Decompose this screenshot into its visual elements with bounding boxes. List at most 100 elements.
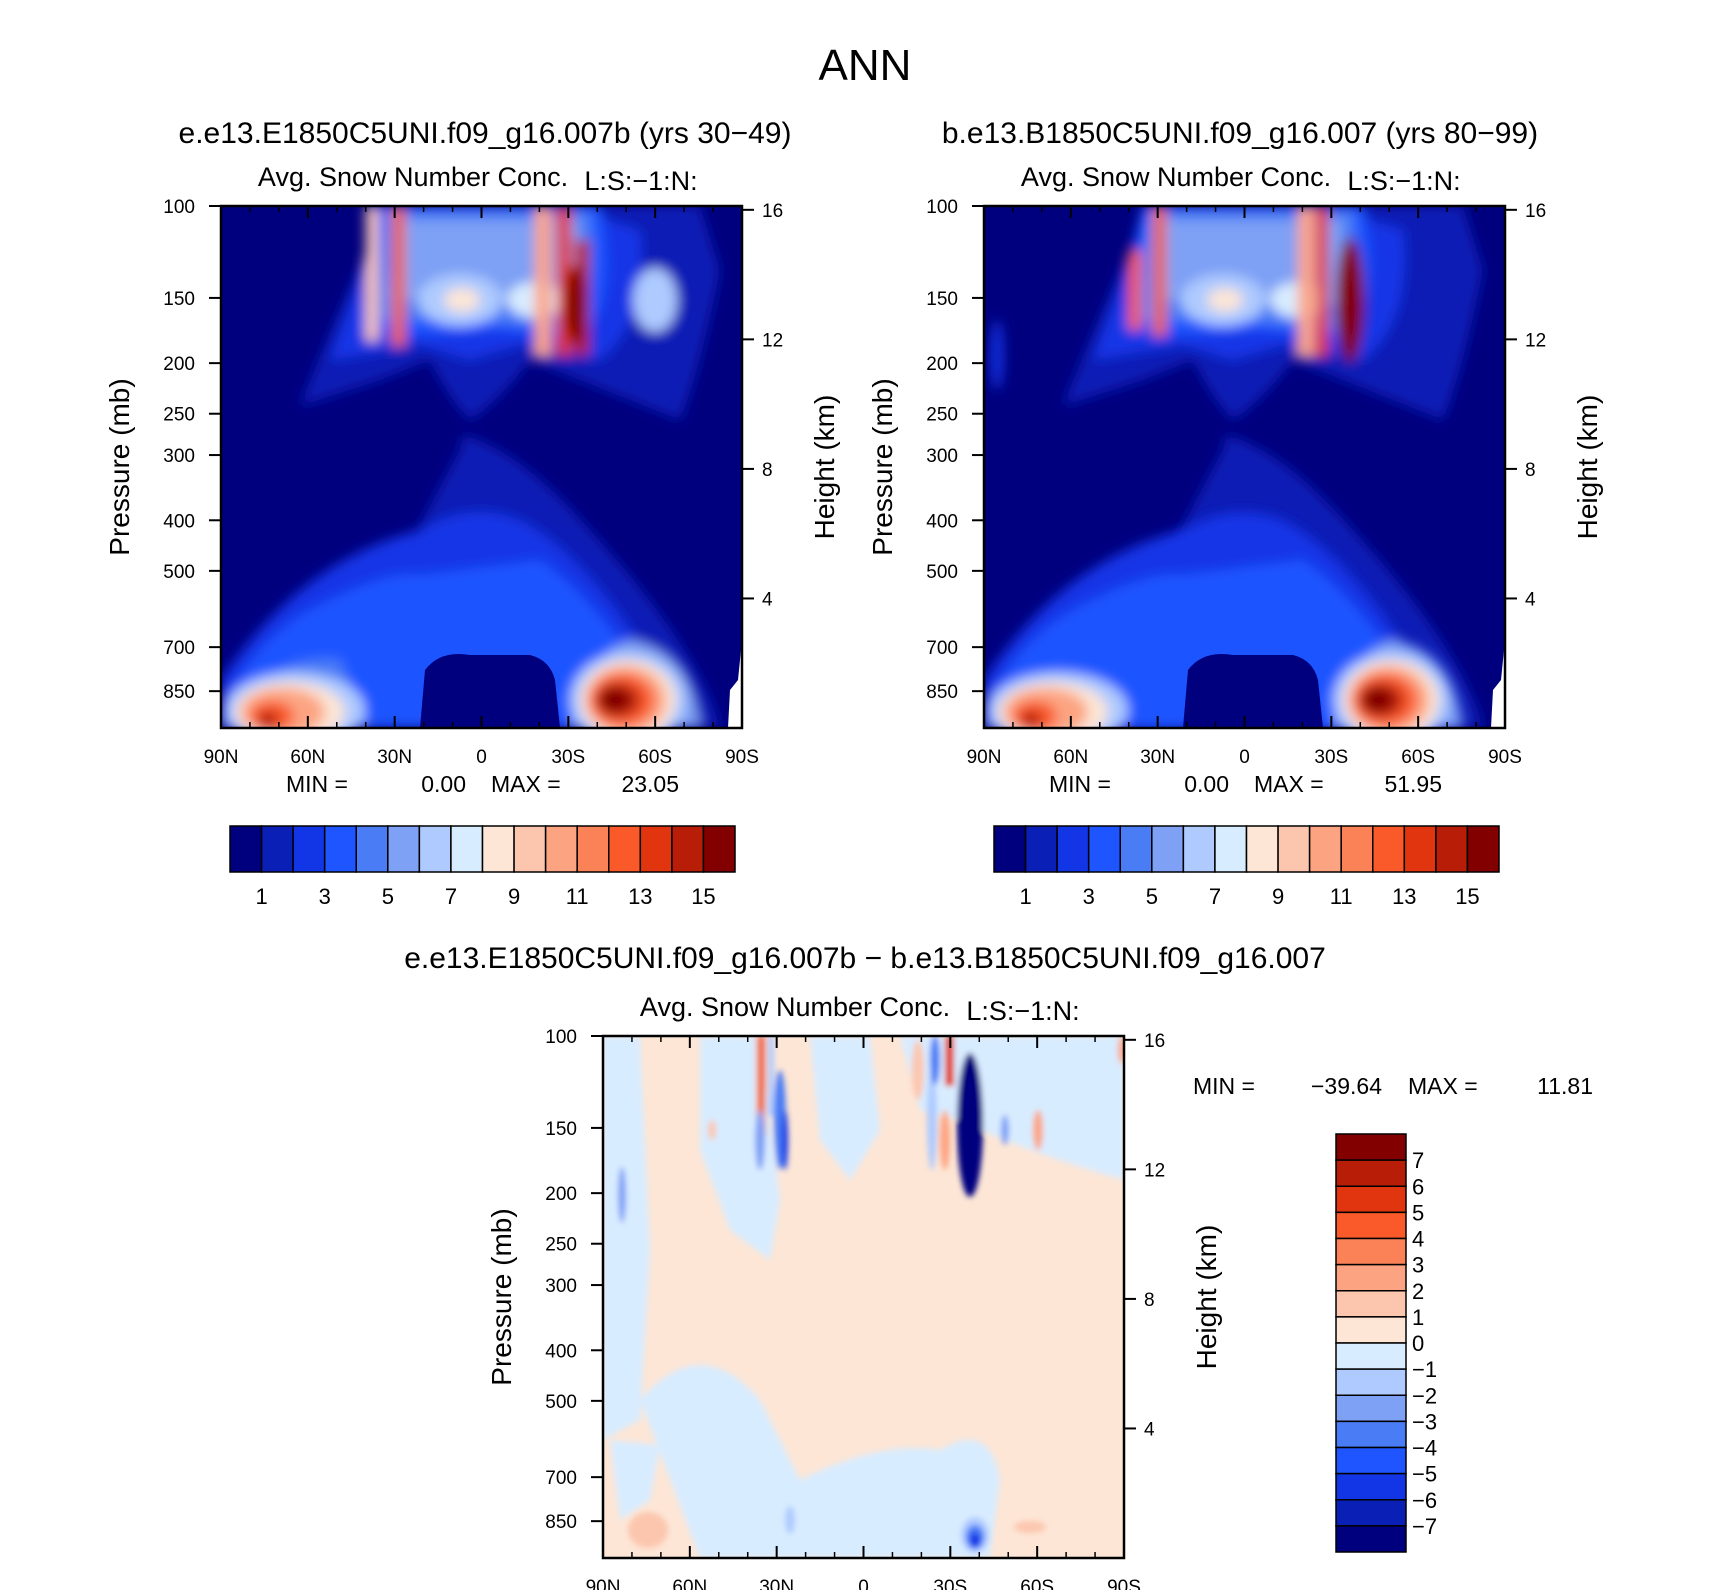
diff-ytick-right-label: 12 xyxy=(1144,1160,1165,1181)
control-colorbar-label: 3 xyxy=(1083,884,1095,909)
control-ytick-label: 400 xyxy=(926,511,958,532)
diff-colorbar-swatch xyxy=(1335,1420,1407,1449)
case-ytick-label: 250 xyxy=(163,405,195,426)
case-colorbar-swatch xyxy=(702,825,736,873)
control-colorbar-swatch xyxy=(1466,825,1500,873)
control-plot-subtitle: L:S:−1:N: xyxy=(1347,166,1460,196)
case-run-title: e.e13.E1850C5UNI.f09_g16.007b (yrs 30−49… xyxy=(179,117,792,150)
diff-colorbar-swatch xyxy=(1335,1159,1407,1187)
case-max-label: MAX = xyxy=(491,771,561,797)
case-colorbar-label: 11 xyxy=(566,884,589,909)
control-colorbar-swatch xyxy=(1277,825,1311,873)
diff-colorbar-swatch xyxy=(1335,1133,1407,1161)
control-xtick-label: 90N xyxy=(967,747,1002,768)
control-xtick-label: 60N xyxy=(1053,747,1088,768)
case-colorbar-swatch xyxy=(481,825,515,873)
case-xtick-label: 90N xyxy=(204,747,239,768)
diff-ytick-label: 150 xyxy=(545,1119,577,1140)
control-colorbar-swatch xyxy=(1245,825,1279,873)
control-ytick-label: 150 xyxy=(926,289,958,310)
control-colorbar-swatch xyxy=(1087,825,1121,873)
diff-ytick-label: 100 xyxy=(545,1027,577,1048)
case-xtick-label: 60N xyxy=(290,747,325,768)
control-ytick-label: 250 xyxy=(926,405,958,426)
diff-ytick-label: 500 xyxy=(545,1392,577,1413)
diff-xtick-label: 90S xyxy=(1107,1577,1141,1590)
control-ytick-label: 300 xyxy=(926,446,958,467)
diff-run-title: e.e13.E1850C5UNI.f09_g16.007b − b.e13.B1… xyxy=(404,942,1326,975)
case-ytick-right-label: 12 xyxy=(762,330,783,351)
case-xtick-label: 30N xyxy=(377,747,412,768)
diff-colorbar-swatch xyxy=(1335,1394,1407,1423)
control-max-label: MAX = xyxy=(1254,771,1324,797)
control-colorbar-swatch xyxy=(1056,825,1090,873)
diff-colorbar-swatch xyxy=(1335,1525,1407,1553)
case-colorbar-label: 7 xyxy=(445,884,457,909)
case-colorbar-swatch xyxy=(450,825,484,873)
case-colorbar-swatch xyxy=(544,825,578,873)
case-ytick-label: 400 xyxy=(163,511,195,532)
case-colorbar-swatch xyxy=(323,825,357,873)
diff-ytick-right-label: 4 xyxy=(1144,1419,1155,1440)
season-title: ANN xyxy=(819,41,912,90)
case-ytick-label: 500 xyxy=(163,562,195,583)
control-run-title: b.e13.B1850C5UNI.f09_g16.007 (yrs 80−99) xyxy=(942,117,1538,150)
control-ylabel-right: Height (km) xyxy=(1572,395,1603,540)
control-xtick-label: 30S xyxy=(1314,747,1348,768)
case-ytick-right-label: 4 xyxy=(762,589,773,610)
case-ylabel: Pressure (mb) xyxy=(104,378,135,555)
case-ytick-label: 300 xyxy=(163,446,195,467)
control-colorbar-swatch xyxy=(1435,825,1469,873)
control-colorbar-label: 9 xyxy=(1272,884,1284,909)
control-xtick-label: 0 xyxy=(1239,747,1250,768)
case-max-value: 23.05 xyxy=(621,771,679,797)
control-ylabel: Pressure (mb) xyxy=(867,378,898,555)
diff-xtick-label: 90N xyxy=(586,1577,621,1590)
control-colorbar-swatch xyxy=(1372,825,1406,873)
control-colorbar-swatch xyxy=(1151,825,1185,873)
diff-xtick-label: 60N xyxy=(672,1577,707,1590)
control-colorbar-swatch xyxy=(1119,825,1153,873)
diff-colorbar-swatch xyxy=(1335,1185,1407,1214)
case-ytick-label: 200 xyxy=(163,354,195,375)
diff-colorbar-label: 6 xyxy=(1412,1174,1424,1199)
control-ytick-right-label: 16 xyxy=(1525,201,1546,222)
control-ytick-label: 500 xyxy=(926,562,958,583)
case-colorbar-swatch xyxy=(292,825,326,873)
control-max-value: 51.95 xyxy=(1384,771,1442,797)
control-colorbar-swatch xyxy=(993,825,1027,873)
control-colorbar-swatch xyxy=(1024,825,1058,873)
diff-colorbar-swatch xyxy=(1335,1499,1407,1527)
case-colorbar-swatch xyxy=(639,825,673,873)
diff-colorbar-label: 7 xyxy=(1412,1148,1424,1173)
case-colorbar-swatch xyxy=(608,825,642,873)
case-plot-subtitle: L:S:−1:N: xyxy=(584,166,697,196)
diff-colorbar-label: 1 xyxy=(1412,1305,1424,1330)
control-colorbar-swatch xyxy=(1403,825,1437,873)
diff-colorbar-swatch xyxy=(1335,1472,1407,1501)
case-min-label: MIN = xyxy=(286,771,348,797)
case-colorbar-swatch xyxy=(387,825,421,873)
diff-plot-title: Avg. Snow Number Conc. xyxy=(640,992,950,1022)
control-ytick-right-label: 12 xyxy=(1525,330,1546,351)
diff-colorbar-swatch xyxy=(1335,1290,1407,1318)
diff-ytick-label: 400 xyxy=(545,1341,577,1362)
control-panel xyxy=(982,204,1507,730)
control-field xyxy=(984,206,1505,728)
diff-colorbar-label: 0 xyxy=(1412,1331,1424,1356)
control-min-value: 0.00 xyxy=(1184,771,1229,797)
control-colorbar-label: 5 xyxy=(1146,884,1158,909)
diff-xtick-label: 30N xyxy=(759,1577,794,1590)
diff-ytick-label: 200 xyxy=(545,1184,577,1205)
diff-colorbar-label: −7 xyxy=(1412,1514,1437,1539)
diff-colorbar-swatch xyxy=(1335,1211,1407,1240)
diff-max-value: 11.81 xyxy=(1537,1073,1593,1099)
control-colorbar-label: 15 xyxy=(1455,884,1479,909)
diff-colorbar-swatch xyxy=(1335,1446,1407,1475)
control-colorbar-label: 7 xyxy=(1209,884,1221,909)
case-panel xyxy=(219,204,744,730)
diff-xtick-label: 0 xyxy=(858,1577,869,1590)
case-ytick-label: 700 xyxy=(163,638,195,659)
control-colorbar-swatch xyxy=(1340,825,1374,873)
